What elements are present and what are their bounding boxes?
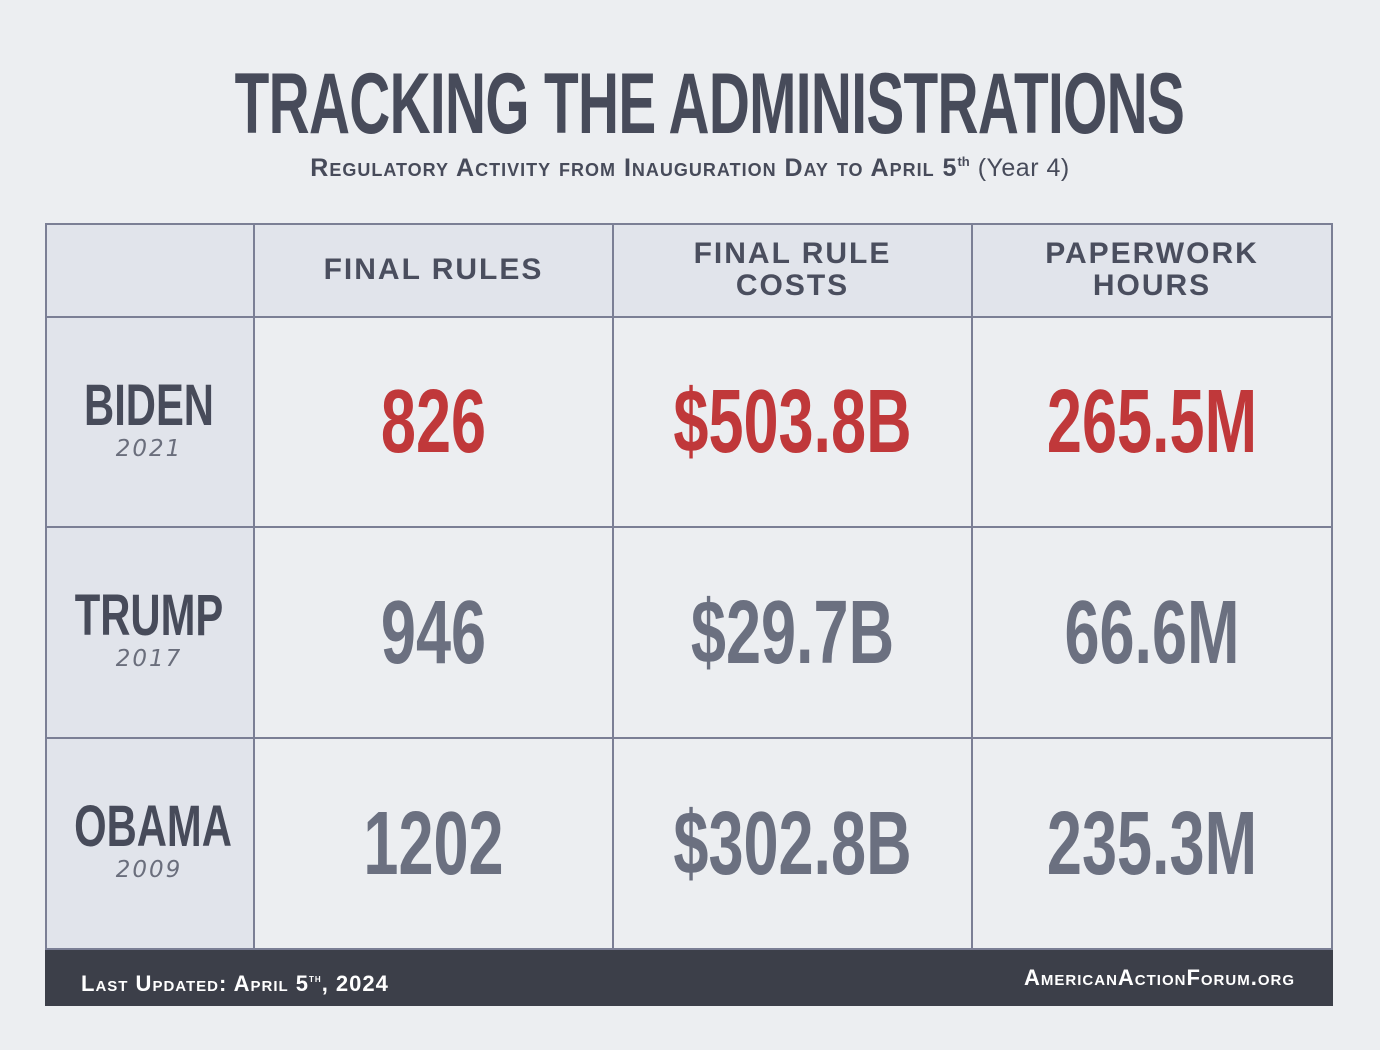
value-cell: $29.7B bbox=[614, 528, 973, 739]
data-value: 1202 bbox=[363, 793, 504, 894]
column-header-label: FINAL RULE COSTS bbox=[693, 236, 892, 302]
data-value: 946 bbox=[380, 582, 487, 683]
value-cell: 1202 bbox=[255, 739, 614, 950]
comparison-table: FINAL RULES FINAL RULE COSTS PAPERWORK HOU… bbox=[45, 223, 1333, 950]
value-cell: 946 bbox=[255, 528, 614, 739]
value-cell: $503.8B bbox=[614, 318, 973, 528]
last-updated-suffix: , 2024 bbox=[321, 971, 389, 996]
subtitle-ordinal: th bbox=[957, 154, 970, 169]
footer-bar: Last Updated: April 5th, 2024 AmericanAc… bbox=[45, 950, 1333, 1006]
last-updated-ordinal: th bbox=[309, 971, 322, 985]
president-name: BIDEN bbox=[84, 373, 214, 438]
president-name: OBAMA bbox=[74, 794, 232, 859]
site-link[interactable]: AmericanActionForum.org bbox=[1024, 965, 1295, 990]
inauguration-year: 2021 bbox=[115, 436, 183, 462]
data-value: $29.7B bbox=[690, 582, 895, 683]
column-header: FINAL RULE COSTS bbox=[614, 223, 973, 318]
last-updated: Last Updated: April 5th, 2024 bbox=[81, 964, 389, 998]
page-title: TRACKING THE ADMINISTRATIONS bbox=[234, 56, 1185, 152]
data-value: $503.8B bbox=[673, 372, 912, 472]
inauguration-year: 2017 bbox=[115, 646, 183, 672]
last-updated-prefix: Last Updated: April 5 bbox=[81, 971, 310, 996]
row-label: TRUMP 2017 bbox=[45, 528, 255, 739]
data-value: $302.8B bbox=[673, 793, 912, 894]
column-header: FINAL RULES bbox=[255, 223, 614, 318]
value-cell: 66.6M bbox=[973, 528, 1333, 739]
value-cell: $302.8B bbox=[614, 739, 973, 950]
row-label: BIDEN 2021 bbox=[45, 318, 255, 528]
header-corner bbox=[45, 223, 255, 318]
column-header: PAPERWORK HOURS bbox=[973, 223, 1333, 318]
page-subtitle: Regulatory Activity from Inauguration Da… bbox=[0, 146, 1380, 184]
column-header-label: PAPERWORK HOURS bbox=[1045, 236, 1259, 302]
president-name: TRUMP bbox=[74, 583, 224, 648]
value-cell: 235.3M bbox=[973, 739, 1333, 950]
data-value: 826 bbox=[380, 372, 487, 472]
column-header-label: FINAL RULES bbox=[323, 252, 544, 286]
subtitle-main: Regulatory Activity from Inauguration Da… bbox=[310, 154, 958, 182]
data-value: 66.6M bbox=[1064, 582, 1240, 683]
subtitle-paren: (Year 4) bbox=[977, 154, 1070, 182]
data-value: 235.3M bbox=[1046, 793, 1258, 894]
value-cell: 265.5M bbox=[973, 318, 1333, 528]
inauguration-year: 2009 bbox=[115, 857, 183, 883]
value-cell: 826 bbox=[255, 318, 614, 528]
data-value: 265.5M bbox=[1046, 372, 1258, 472]
row-label: OBAMA 2009 bbox=[45, 739, 255, 950]
